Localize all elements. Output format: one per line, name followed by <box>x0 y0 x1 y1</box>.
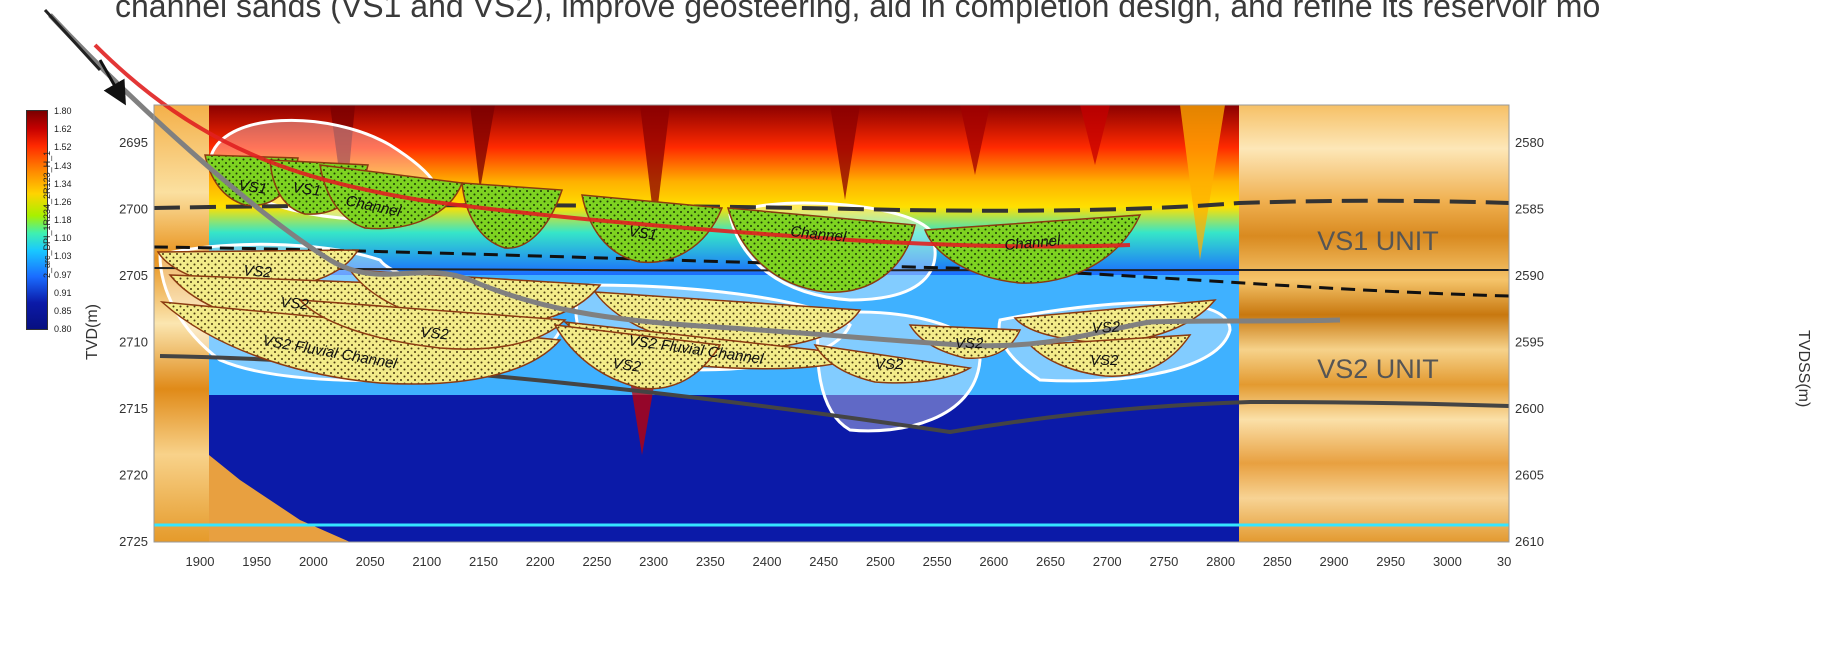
vs2-label-9: VS2 <box>1091 318 1121 336</box>
colorbar-tick-label: 0.85 <box>54 305 72 316</box>
well-path-grey <box>48 13 1341 349</box>
vs2-label-8: VS2 <box>955 335 984 352</box>
y-left-tick-label: 2700 <box>119 202 148 217</box>
y-left-tick-label: 2705 <box>119 268 148 283</box>
vs1-label-6: Channel <box>1004 232 1062 254</box>
well-trajectory-red <box>93 43 1131 249</box>
vs1-label-4: VS1 <box>627 223 657 244</box>
well-start-arrow <box>98 59 126 106</box>
caption-text: channel sands (VS1 and VS2), improve geo… <box>115 0 1601 24</box>
y-left-tick-label: 2725 <box>119 534 148 549</box>
vs2-channel-group <box>156 249 1217 390</box>
x-tick-label: 2500 <box>866 554 895 569</box>
y-left-tick-label: 2715 <box>119 401 148 416</box>
vs2-channel-8 <box>553 324 722 390</box>
vs2-channel-4 <box>159 301 562 385</box>
x-tick-label: 2000 <box>299 554 328 569</box>
x-tick-label: 2250 <box>582 554 611 569</box>
x-tick-label: 2050 <box>356 554 385 569</box>
vs2-channel-10 <box>908 324 1022 360</box>
colorbar-tick-label: 1.43 <box>54 160 72 171</box>
y-axis-left-tick-labels: 2695 2700 2705 2710 2715 2720 2725 <box>119 135 148 549</box>
vs2-label-5: VS2 <box>611 355 642 376</box>
x-tick-label: 1950 <box>242 554 271 569</box>
y-right-tick-label: 2610 <box>1515 534 1544 549</box>
x-tick-label: 2350 <box>696 554 725 569</box>
x-tick-label: 2700 <box>1093 554 1122 569</box>
x-tick-label: 30 <box>1497 554 1511 569</box>
colorbar-tick-label: 1.18 <box>54 215 72 225</box>
vs2-label-3: VS2 <box>420 324 450 343</box>
vs1-label-2: VS1 <box>291 179 321 200</box>
vs2-channel-9 <box>813 344 973 384</box>
lower-left-formation-wedge <box>209 455 350 542</box>
x-tick-label: 2800 <box>1206 554 1235 569</box>
vs2-channel-12 <box>1028 334 1192 377</box>
x-tick-label: 2550 <box>923 554 952 569</box>
x-tick-label: 2300 <box>639 554 668 569</box>
y-right-tick-label: 2600 <box>1515 401 1544 416</box>
vs2-label-7: VS2 <box>875 356 904 373</box>
vs1-label-1: VS1 <box>237 177 267 198</box>
well-start-line <box>43 8 102 72</box>
y-left-tick-label: 2710 <box>119 335 148 350</box>
x-tick-label: 2850 <box>1263 554 1292 569</box>
x-tick-label: 2450 <box>809 554 838 569</box>
x-tick-label: 2900 <box>1320 554 1349 569</box>
colorbar-tick-label: 1.52 <box>54 142 72 153</box>
x-tick-label: 2650 <box>1036 554 1065 569</box>
vs1-channel-group <box>204 154 1142 293</box>
y-left-tick-label: 2720 <box>119 468 148 483</box>
colorbar-tick-label: 1.80 <box>54 106 72 116</box>
x-axis-tick-labels: 1900 1950 2000 2050 2100 2150 2200 2250 2300 2350… <box>186 554 1512 569</box>
colorbar-tick-label: 1.62 <box>54 124 72 135</box>
colorbar-tick-label: 0.80 <box>54 324 72 334</box>
vs1-channel-5 <box>581 194 724 264</box>
x-tick-label: 2100 <box>412 554 441 569</box>
vs1-unit-label: VS1 UNIT <box>1317 226 1439 256</box>
colorbar-tick-label: 0.97 <box>54 269 72 280</box>
y-right-tick-label: 2595 <box>1515 335 1544 350</box>
colorbar-tick-label: 1.26 <box>54 196 72 207</box>
y-left-tick-label: 2695 <box>119 135 148 150</box>
colorbar-tick-label: 1.10 <box>54 233 72 244</box>
y-right-tick-label: 2580 <box>1515 135 1544 150</box>
resistivity-streaks <box>330 105 1225 455</box>
x-tick-label: 2150 <box>469 554 498 569</box>
vs2-label-1: VS2 <box>243 262 273 281</box>
x-tick-label: 2400 <box>753 554 782 569</box>
colorbar-tick-label: 1.34 <box>54 178 72 189</box>
vs2-label-10: VS2 <box>1090 352 1119 369</box>
x-tick-label: 2950 <box>1376 554 1405 569</box>
vs2-channel-5 <box>298 299 567 350</box>
x-tick-label: 2600 <box>979 554 1008 569</box>
x-tick-label: 2200 <box>526 554 555 569</box>
vs2-unit-label: VS2 UNIT <box>1317 354 1439 384</box>
x-tick-label: 3000 <box>1433 554 1462 569</box>
vs2-label-2: VS2 <box>280 294 310 313</box>
vs1-channel-6 <box>726 207 916 293</box>
vs1-channel-7 <box>923 214 1142 284</box>
resistivity-panel-low <box>209 395 1239 542</box>
colorbar <box>26 110 48 330</box>
y-right-tick-label: 2590 <box>1515 268 1544 283</box>
colorbar-tick-label: 0.91 <box>54 287 72 298</box>
y-right-tick-label: 2585 <box>1515 202 1544 217</box>
colorbar-tick-label: 1.03 <box>54 251 72 262</box>
y-axis-right-tick-labels: 2580 2585 2590 2595 2600 2605 2610 <box>1515 135 1544 549</box>
plot-frame <box>153 104 1510 543</box>
right-formation-panel <box>1239 105 1509 542</box>
y-right-tick-label: 2605 <box>1515 468 1544 483</box>
x-tick-label: 1900 <box>186 554 215 569</box>
x-tick-label: 2750 <box>1149 554 1178 569</box>
vs1-label-5: Channel <box>790 223 848 246</box>
